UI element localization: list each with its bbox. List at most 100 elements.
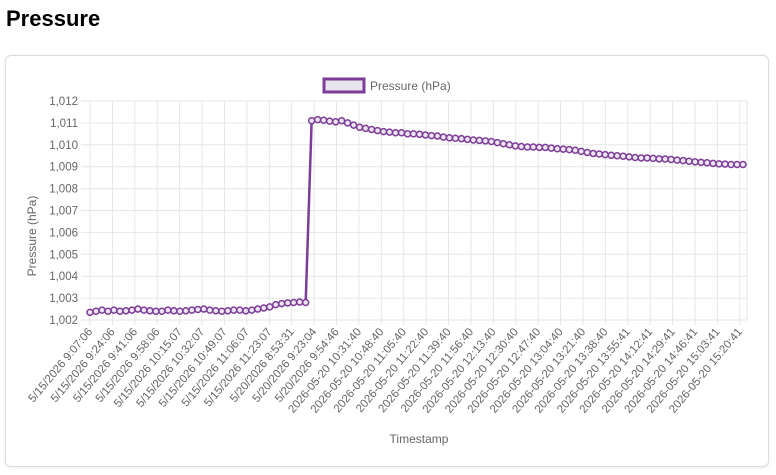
data-point[interactable] [206, 306, 214, 314]
data-point[interactable] [469, 136, 478, 144]
data-point[interactable] [703, 159, 711, 167]
data-point[interactable] [283, 299, 292, 307]
data-point[interactable] [325, 117, 334, 125]
data-point[interactable] [164, 306, 172, 314]
data-point[interactable] [152, 307, 160, 315]
data-point[interactable] [182, 307, 190, 315]
data-point[interactable] [649, 154, 657, 163]
legend-swatch[interactable] [322, 77, 366, 94]
data-point[interactable] [379, 127, 388, 136]
data-point[interactable] [92, 307, 100, 315]
legend[interactable]: Pressure (hPa) [322, 77, 451, 94]
data-point[interactable] [158, 307, 166, 315]
data-point[interactable] [727, 160, 735, 169]
data-point[interactable] [697, 158, 705, 167]
data-point[interactable] [194, 305, 202, 314]
data-point[interactable] [146, 307, 154, 315]
data-point[interactable] [553, 144, 562, 153]
data-point[interactable] [277, 299, 286, 308]
data-point[interactable] [667, 155, 675, 164]
data-point[interactable] [619, 152, 627, 160]
data-point[interactable] [140, 306, 148, 314]
data-point[interactable] [289, 298, 298, 307]
data-point[interactable] [313, 115, 322, 124]
data-point[interactable] [355, 123, 364, 132]
data-point[interactable] [643, 154, 651, 162]
data-point[interactable] [391, 129, 400, 137]
legend-label[interactable]: Pressure (hPa) [370, 79, 451, 93]
data-point[interactable] [409, 130, 418, 138]
data-point[interactable] [535, 143, 544, 152]
data-point[interactable] [373, 126, 382, 135]
data-point[interactable] [589, 149, 597, 158]
data-point[interactable] [116, 307, 124, 315]
data-point[interactable] [271, 300, 280, 309]
data-point[interactable] [176, 307, 184, 315]
data-point[interactable] [98, 306, 106, 314]
data-point[interactable] [457, 134, 466, 143]
data-point[interactable] [673, 156, 681, 164]
data-point[interactable] [739, 160, 747, 169]
data-point[interactable] [200, 305, 208, 313]
data-point[interactable] [565, 145, 574, 154]
data-point[interactable] [224, 307, 232, 315]
data-point[interactable] [625, 153, 633, 161]
data-point[interactable] [242, 307, 250, 315]
data-point[interactable] [637, 154, 645, 162]
data-point[interactable] [248, 306, 256, 314]
data-point[interactable] [523, 143, 532, 151]
data-point[interactable] [679, 156, 687, 165]
data-point[interactable] [427, 131, 436, 140]
data-point[interactable] [212, 307, 220, 315]
data-point[interactable] [493, 138, 502, 147]
data-point[interactable] [601, 150, 609, 159]
data-point[interactable] [499, 139, 508, 148]
data-point[interactable] [236, 306, 244, 314]
data-point[interactable] [86, 308, 94, 317]
data-point[interactable] [559, 145, 568, 153]
data-point[interactable] [253, 305, 262, 313]
data-point[interactable] [361, 124, 370, 133]
data-point[interactable] [709, 159, 717, 168]
data-point[interactable] [319, 116, 328, 125]
data-point[interactable] [715, 160, 723, 168]
data-point[interactable] [421, 131, 430, 139]
data-point[interactable] [295, 298, 304, 306]
data-point[interactable] [595, 150, 603, 158]
data-point[interactable] [511, 142, 520, 150]
data-point[interactable] [259, 304, 268, 312]
data-point[interactable] [583, 148, 591, 157]
data-point[interactable] [475, 136, 484, 145]
data-point[interactable] [655, 155, 663, 163]
data-point[interactable] [110, 306, 118, 314]
data-point[interactable] [661, 155, 669, 163]
data-point[interactable] [613, 152, 621, 160]
data-point[interactable] [104, 307, 112, 315]
data-point[interactable] [691, 158, 699, 166]
data-point[interactable] [607, 151, 615, 160]
data-point[interactable] [349, 121, 358, 129]
data-point[interactable] [301, 298, 310, 307]
data-point[interactable] [529, 143, 538, 151]
data-point[interactable] [487, 137, 496, 146]
data-point[interactable] [541, 143, 550, 152]
data-point[interactable] [721, 160, 729, 168]
data-point[interactable] [397, 129, 406, 137]
data-point[interactable] [415, 130, 424, 139]
data-point[interactable] [230, 306, 238, 314]
data-point[interactable] [547, 144, 556, 152]
data-point[interactable] [337, 116, 346, 125]
data-point[interactable] [218, 307, 226, 315]
data-point[interactable] [577, 147, 585, 156]
data-point[interactable] [134, 305, 142, 313]
data-point[interactable] [451, 134, 460, 142]
data-point[interactable] [188, 306, 196, 314]
data-point[interactable] [128, 306, 136, 314]
data-point[interactable] [685, 157, 693, 165]
data-point[interactable] [571, 146, 580, 155]
data-point[interactable] [445, 134, 454, 142]
data-point[interactable] [733, 160, 741, 169]
data-point[interactable] [307, 116, 316, 125]
data-point[interactable] [481, 137, 490, 145]
data-point[interactable] [433, 132, 442, 140]
